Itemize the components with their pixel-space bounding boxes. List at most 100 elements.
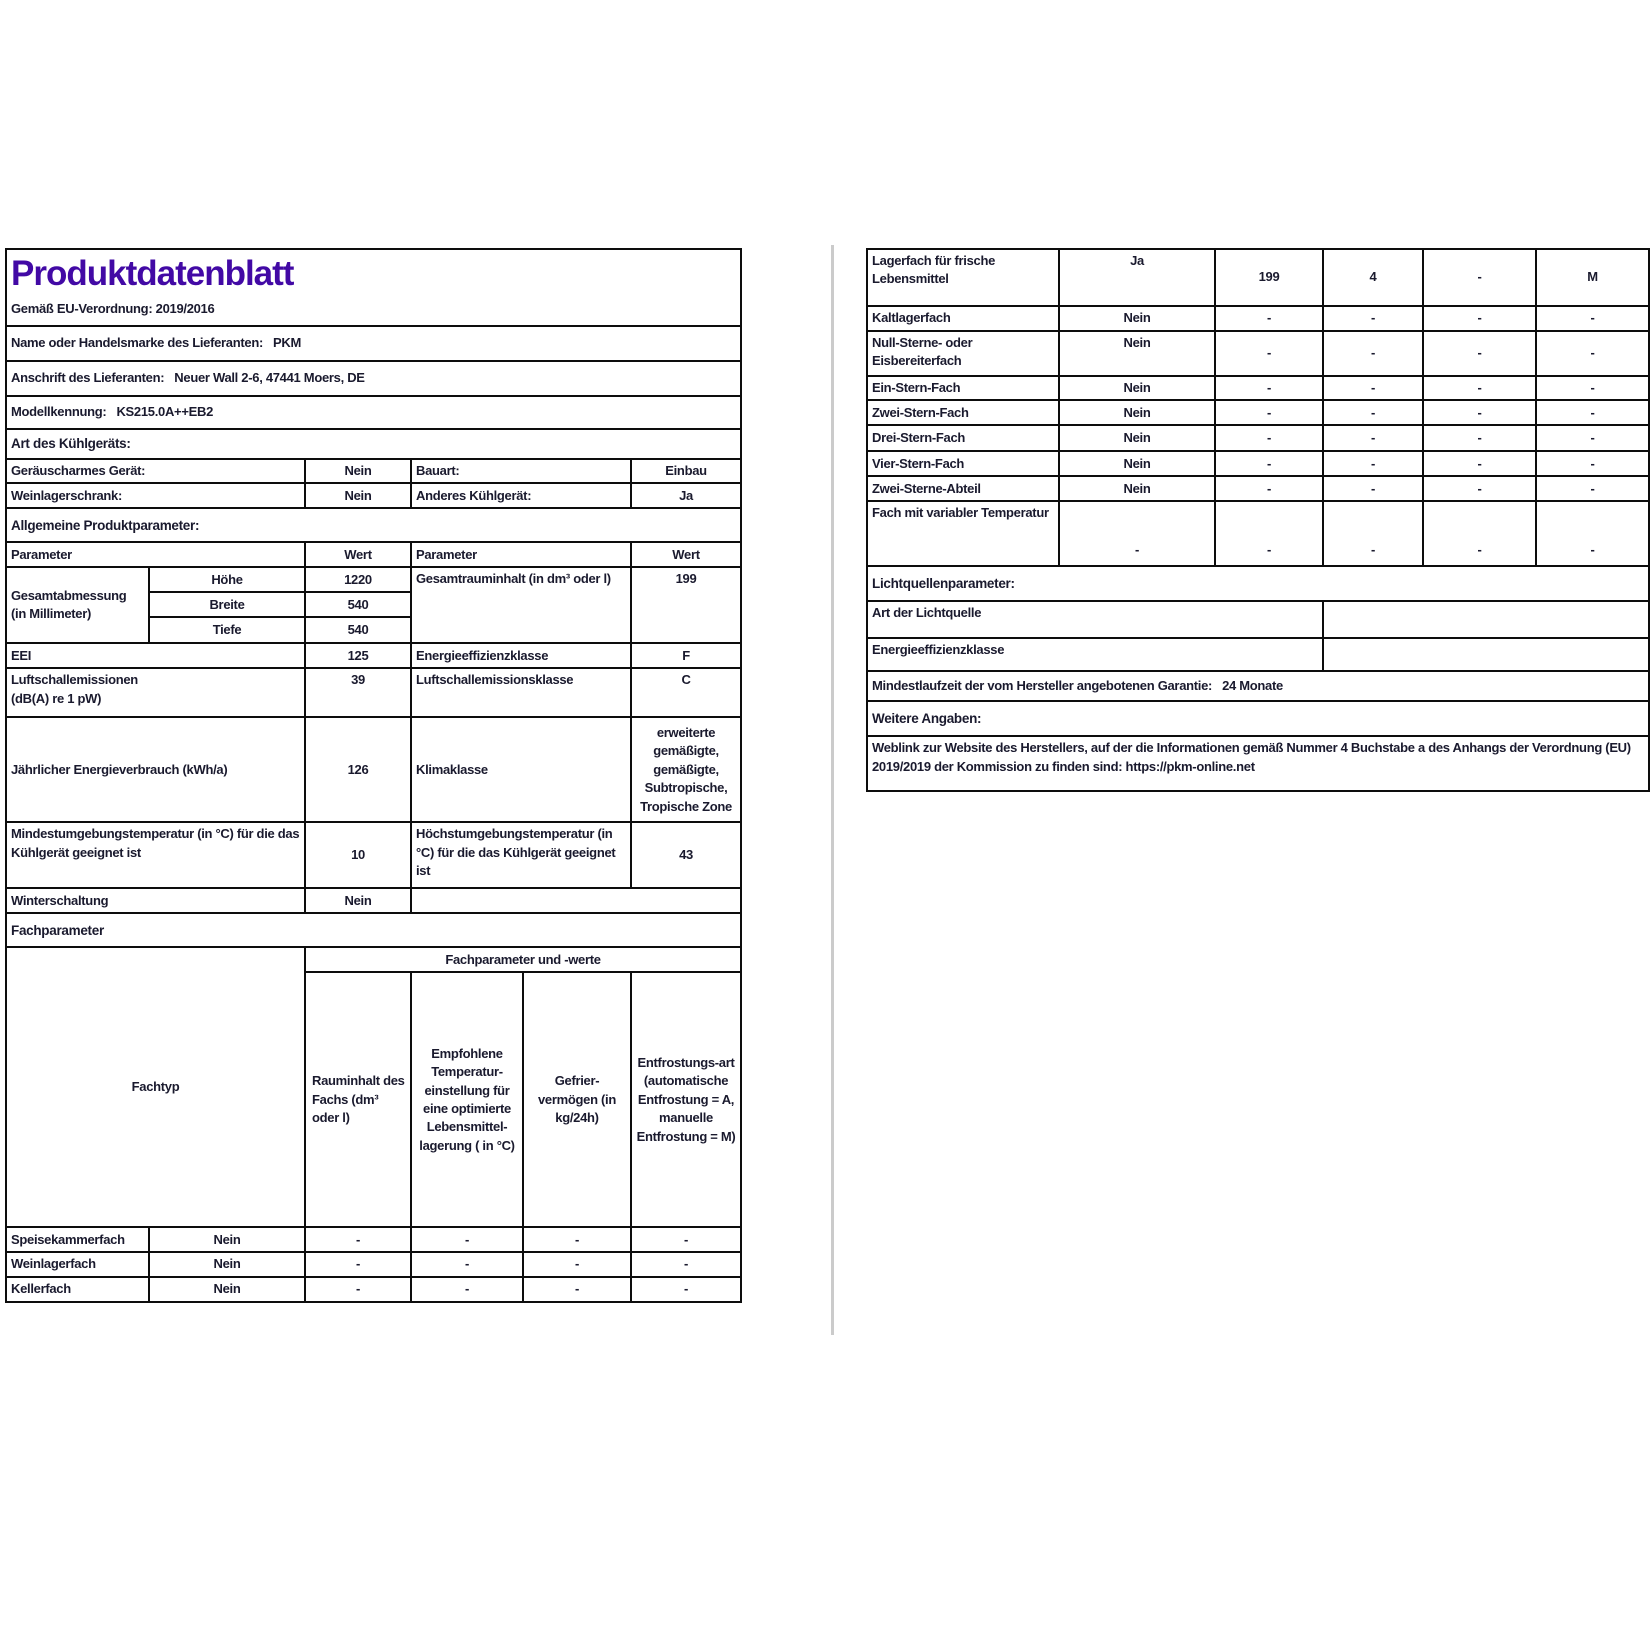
compartment-defrost: - [1535,475,1650,503]
compartment-defrost: - [1535,500,1650,568]
compartment-section-header: Fachparameter [4,912,743,949]
datasheet-page-2: Lagerfach für frische Lebensmittel Ja 19… [866,248,1650,793]
winter-setting-label: Winterschaltung [5,887,306,915]
other-appliance-value: Ja [629,482,743,510]
table-row: Zwei-Stern-Fach Nein - - - - [866,399,1650,427]
product-datasheet-table-left: Produktdatenblatt Gemäß EU-Verordnung: 2… [4,248,743,1303]
depth-label: Tiefe [148,616,306,645]
light-energy-class-value [1322,637,1650,673]
noise-class-value: C [629,667,743,719]
depth-value: 540 [304,616,412,645]
wert-header-2: Wert [629,541,743,569]
compartment-volume: - [1214,330,1324,377]
table-row: Fach mit variabler Temperatur - - - - - [866,500,1650,568]
col-header-volume: Rauminhalt des Fachs (dm³ oder l) [304,971,412,1229]
annual-energy-label: Jährlicher Energieverbrauch (kWh/a) [5,716,306,824]
compartment-present: Nein [1058,374,1216,402]
compartment-label: Vier-Stern-Fach [866,450,1060,478]
light-source-type-value [1322,600,1650,640]
compartment-label: Kaltlagerfach [866,305,1060,332]
compartment-defrost: - [1535,424,1650,453]
page-title: Produktdatenblatt [11,254,294,293]
compartment-defrost: M [1535,248,1650,307]
param-header-2: Parameter [410,541,632,569]
compartment-temp: - [1322,305,1424,332]
noise-label-line1: Luftschallemissionen [11,672,138,688]
compartment-temp: - [1322,500,1424,568]
table-row: Zwei-Sterne-Abteil Nein - - - - [866,475,1650,503]
table-row: Speisekammerfach Nein - - - - [5,1226,743,1254]
compartment-defrost: - [1535,399,1650,427]
param-header-1: Parameter [5,541,306,569]
compartment-volume: - [304,1275,412,1303]
compartment-present: Nein [1058,305,1216,332]
compartment-freeze: - [522,1226,632,1254]
compartment-label: Speisekammerfach [5,1226,150,1254]
compartment-present: Nein [148,1251,306,1278]
compartment-volume: - [1214,475,1324,503]
compartment-volume: - [1214,374,1324,402]
winter-setting-value: Nein [304,887,412,915]
width-label: Breite [148,591,306,619]
general-section-header: Allgemeine Produktparameter: [4,507,743,544]
compartment-volume: - [1214,399,1324,427]
supplier-value: PKM [273,335,302,351]
empty-cell [409,887,743,915]
compartment-volume: - [1214,500,1324,568]
table-row: Ein-Stern-Fach Nein - - - - [866,374,1650,402]
compartment-temp: - [1322,450,1424,478]
compartment-type-header: Fachtyp [5,946,306,1229]
wine-cabinet-label: Weinlagerschrank: [5,482,306,510]
light-source-section-header: Lichtquellenparameter: [866,565,1650,603]
table-row: Lagerfach für frische Lebensmittel Ja 19… [866,248,1650,307]
compartment-temp: 4 [1322,248,1424,307]
eei-value: 125 [304,642,412,670]
address-row: Anschrift des Lieferanten: Neuer Wall 2-6… [4,360,743,397]
compartment-present: Nein [1058,399,1216,427]
type-section-header: Art des Kühlgeräts: [4,428,743,460]
table-row: Kaltlagerfach Nein - - - - [866,305,1650,332]
col-header-temperature: Empfohlene Temperatur-einstellung für ei… [410,971,524,1229]
model-value: KS215.0A++EB2 [116,404,214,420]
min-temp-label: Mindestumgebungstemperatur (in °C) für d… [5,821,306,890]
address-value: Neuer Wall 2-6, 47441 Moers, DE [174,370,365,386]
compartment-present: Nein [1058,330,1216,377]
model-label: Modellkennung: [11,404,107,420]
table-row: Weinlagerfach Nein - - - - [5,1251,743,1278]
compartment-defrost: - [629,1251,743,1278]
width-value: 540 [304,591,412,619]
low-noise-label: Geräuscharmes Gerät: [5,457,306,485]
wine-cabinet-value: Nein [304,482,412,510]
compartment-temp: - [410,1275,524,1303]
warranty-row: Mindestlaufzeit der vom Hersteller angeb… [866,670,1650,703]
compartment-defrost: - [629,1275,743,1303]
compartment-defrost: - [629,1226,743,1254]
compartment-temp: - [1322,330,1424,377]
compartment-label: Zwei-Sterne-Abteil [866,475,1060,503]
compartment-present: - [1058,500,1216,568]
compartment-freeze: - [1422,424,1537,453]
compartment-freeze: - [1422,450,1537,478]
table-row: Null-Sterne- oder Eisbereiterfach Nein -… [866,330,1650,377]
noise-label-line2: (dB(A) re 1 pW) [11,690,102,706]
address-label: Anschrift des Lieferanten: [11,370,165,386]
height-label: Höhe [148,566,306,594]
noise-class-label: Luftschallemissionsklasse [410,667,632,719]
noise-label: Luftschallemissionen (dB(A) re 1 pW) [5,667,306,719]
light-source-type-label: Art der Lichtquelle [866,600,1324,640]
compartment-label: Drei-Stern-Fach [866,424,1060,453]
compartment-present: Nein [1058,450,1216,478]
compartment-temp: - [1322,374,1424,402]
compartment-defrost: - [1535,330,1650,377]
other-appliance-label: Anderes Kühlgerät: [410,482,632,510]
compartment-present: Nein [148,1275,306,1303]
datasheet-page-1: Produktdatenblatt Gemäß EU-Verordnung: 2… [4,248,743,1303]
compartment-temp: - [1322,399,1424,427]
climate-class-label: Klimaklasse [410,716,632,824]
compartment-label: Kellerfach [5,1275,150,1303]
table-row: Kellerfach Nein - - - - [5,1275,743,1303]
compartment-label: Ein-Stern-Fach [866,374,1060,402]
compartment-label: Fach mit variabler Temperatur [866,500,1060,568]
manufacturer-weblink-text: Weblink zur Website des Herstellers, auf… [866,735,1650,793]
col-header-defrost: Entfrostungs-art (automatische Entfrostu… [629,971,743,1229]
